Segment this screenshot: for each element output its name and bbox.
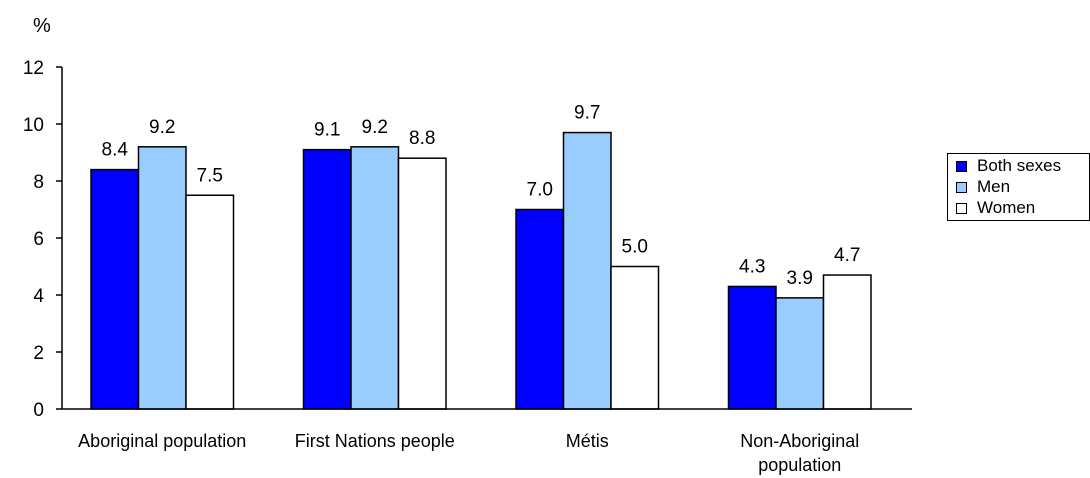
data-label: 9.2 — [149, 117, 175, 138]
data-label: 3.9 — [787, 268, 813, 289]
data-label: 8.8 — [409, 128, 435, 149]
y-tick-label: 10 — [23, 115, 44, 136]
category-label: Aboriginal population — [78, 431, 246, 451]
legend-label: Both sexes — [977, 156, 1062, 175]
y-tick-label: 2 — [33, 343, 44, 364]
bar-women — [610, 265, 660, 410]
data-label: 9.1 — [314, 120, 340, 141]
data-label: 7.0 — [527, 180, 553, 201]
legend-swatch — [956, 181, 967, 193]
y-axis-unit-label: % — [33, 15, 51, 37]
y-tick-label: 12 — [23, 58, 44, 79]
bar-men — [775, 297, 825, 410]
bar-women — [822, 274, 872, 410]
legend-swatch — [956, 160, 967, 172]
y-tick-label: 0 — [33, 400, 44, 421]
data-label: 4.3 — [739, 256, 765, 277]
y-tick-label: 8 — [33, 172, 44, 193]
data-label: 9.2 — [362, 117, 388, 138]
legend-item: Men — [956, 177, 1010, 197]
bar-men — [350, 146, 400, 410]
legend-item: Women — [956, 198, 1035, 218]
data-label: 8.4 — [102, 140, 129, 161]
bar-both-sexes — [302, 148, 352, 410]
category-label: population — [758, 455, 841, 475]
y-tick-label: 4 — [33, 286, 44, 307]
data-label: 7.5 — [197, 165, 223, 186]
bar-women — [397, 157, 447, 410]
legend-label: Men — [977, 177, 1011, 196]
category-label: First Nations people — [295, 431, 455, 451]
legend-item: Both sexes — [956, 156, 1061, 176]
data-label: 5.0 — [622, 237, 648, 258]
legend: Both sexes Men Women — [947, 153, 1090, 221]
bar-women — [185, 194, 235, 410]
data-label: 4.7 — [834, 245, 860, 266]
legend-label: Women — [977, 198, 1036, 217]
bar-both-sexes — [90, 168, 140, 410]
bar-men — [137, 146, 187, 410]
data-label: 9.7 — [574, 103, 600, 124]
category-label: Métis — [566, 431, 609, 451]
category-label: Non-Aboriginal — [740, 431, 859, 451]
bar-both-sexes — [515, 208, 565, 410]
bar-men — [562, 131, 612, 410]
y-tick-label: 6 — [33, 229, 44, 250]
legend-swatch — [956, 202, 967, 214]
bar-both-sexes — [727, 285, 777, 410]
